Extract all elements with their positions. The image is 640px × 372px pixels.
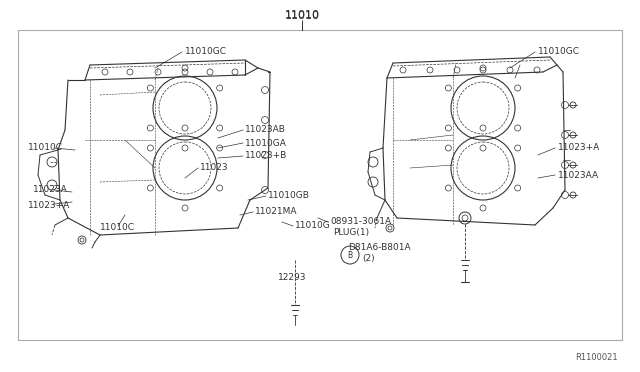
Text: B: B	[348, 250, 353, 260]
Bar	[18, 30, 622, 340]
Text: (2): (2)	[362, 253, 374, 263]
Text: 12293: 12293	[278, 273, 307, 282]
Text: R1100021: R1100021	[575, 353, 618, 362]
Text: 11010GC: 11010GC	[185, 48, 227, 57]
Text: 11010GA: 11010GA	[245, 138, 287, 148]
Text: PLUG(1): PLUG(1)	[333, 228, 369, 237]
Text: 11023+A: 11023+A	[28, 201, 70, 209]
Text: 11010C: 11010C	[100, 224, 135, 232]
Text: 11010G: 11010G	[295, 221, 331, 231]
Text: 11010GC: 11010GC	[538, 48, 580, 57]
Text: 11023AA: 11023AA	[558, 170, 599, 180]
Text: 11023AB: 11023AB	[245, 125, 286, 135]
Text: 11023+B: 11023+B	[245, 151, 287, 160]
Text: 11021MA: 11021MA	[255, 208, 298, 217]
Text: 11010: 11010	[285, 11, 319, 21]
Text: 11023+A: 11023+A	[558, 144, 600, 153]
Text: 11023: 11023	[200, 164, 228, 173]
Text: 11023A: 11023A	[33, 186, 68, 195]
Text: 11010: 11010	[285, 10, 319, 20]
Text: 08931-3061A: 08931-3061A	[330, 218, 391, 227]
Text: 11010C: 11010C	[28, 144, 63, 153]
Text: 11010GB: 11010GB	[268, 192, 310, 201]
Text: D81A6-B801A: D81A6-B801A	[348, 243, 411, 251]
